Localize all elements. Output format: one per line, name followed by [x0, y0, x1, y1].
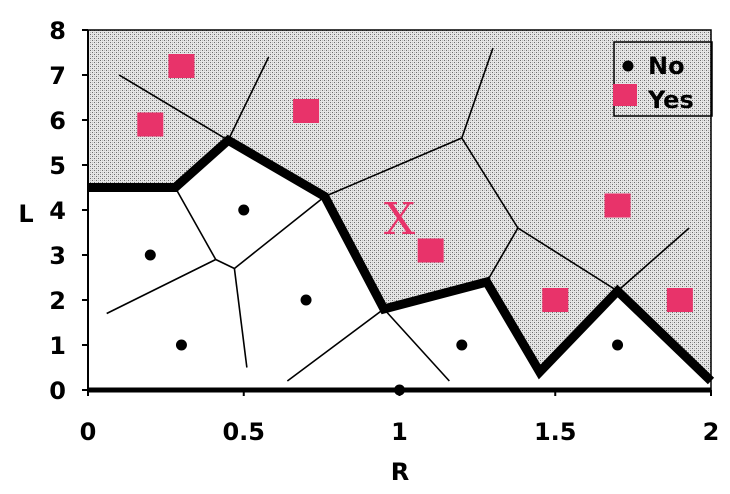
legend: No Yes: [613, 41, 713, 117]
x-tick-label: 2: [703, 418, 720, 446]
y-tick-label: 7: [49, 62, 66, 90]
point-no: [144, 249, 156, 261]
voronoi-edge: [106, 258, 217, 315]
point-yes: [542, 288, 569, 312]
y-tick-label: 2: [49, 287, 66, 315]
axes: 0 0.5 1 1.5 2 0 1 2 3 4 5 6 7 8: [49, 17, 719, 446]
voronoi-edge: [461, 47, 494, 139]
x-tick-label: 0.5: [222, 418, 265, 446]
y-tick-label: 8: [49, 17, 66, 45]
voronoi-edge: [617, 227, 690, 292]
point-no: [300, 294, 312, 306]
voronoi-edge: [118, 74, 229, 141]
y-tick-label: 6: [49, 107, 66, 135]
point-yes: [666, 288, 693, 312]
y-tick-label: 4: [49, 197, 66, 225]
voronoi-edge: [227, 56, 270, 141]
voronoi-edge: [324, 137, 463, 198]
decision-boundary: [88, 134, 715, 385]
voronoi-edge: [215, 258, 235, 270]
point-no: [612, 339, 624, 351]
point-yes: [168, 54, 195, 78]
y-tick-label: 3: [49, 242, 66, 270]
annotations: X: [384, 194, 416, 245]
point-yes: [417, 238, 444, 263]
x-tick-label: 0: [80, 418, 97, 446]
point-yes: [137, 112, 164, 137]
y-tick-label: 1: [49, 332, 66, 360]
voronoi-edge: [233, 195, 326, 270]
voronoi-edge: [517, 227, 618, 292]
decision-boundary-line: [88, 134, 715, 385]
voronoi-edge: [383, 308, 450, 382]
point-yes: [293, 99, 320, 123]
legend-yes-label: Yes: [647, 86, 694, 114]
voronoi-edge: [286, 308, 385, 382]
data-points: [137, 54, 693, 396]
legend-yes-marker: [613, 84, 637, 106]
y-tick-label: 5: [49, 152, 66, 180]
voronoi-edge: [486, 227, 519, 283]
x-tick-label: 1.5: [534, 418, 577, 446]
point-no: [175, 339, 187, 351]
legend-no-marker: [622, 60, 634, 72]
y-tick-label: 0: [49, 377, 66, 405]
point-yes: [604, 193, 631, 218]
legend-no-label: No: [648, 52, 685, 80]
point-no: [238, 204, 250, 216]
voronoi-edge: [174, 187, 217, 260]
voronoi-edge: [233, 268, 248, 368]
point-no: [456, 339, 468, 351]
x-tick-label: 1: [391, 418, 408, 446]
x-axis-label: R: [391, 458, 409, 486]
y-axis-label: L: [18, 200, 33, 228]
query-point-marker: X: [384, 194, 416, 245]
voronoi-edge: [461, 137, 519, 229]
